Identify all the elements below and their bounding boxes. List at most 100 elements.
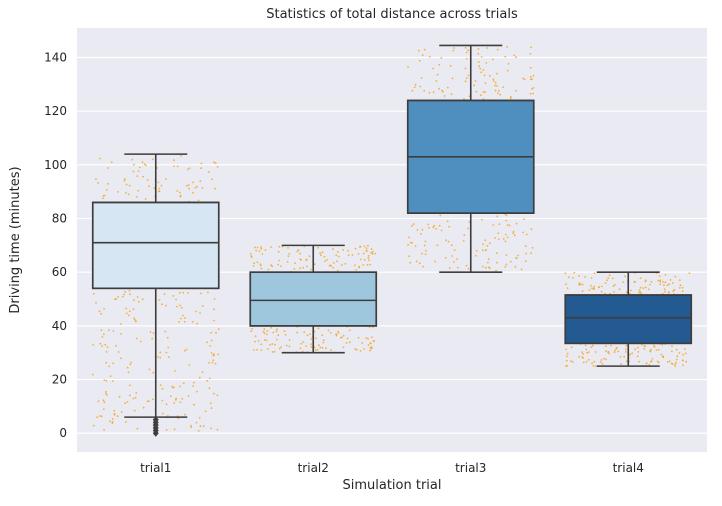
strip-point — [345, 342, 348, 344]
strip-point — [449, 64, 452, 67]
strip-point — [637, 351, 640, 353]
strip-point — [118, 395, 121, 398]
strip-point — [109, 420, 111, 423]
strip-point — [513, 234, 516, 237]
strip-point — [125, 191, 127, 194]
strip-point — [280, 346, 282, 348]
strip-point — [660, 353, 663, 356]
strip-point — [370, 336, 373, 339]
strip-point — [337, 330, 340, 333]
strip-point — [129, 384, 131, 387]
strip-point — [111, 380, 114, 382]
strip-point — [98, 310, 101, 313]
strip-point — [306, 334, 309, 337]
strip-point — [613, 283, 616, 286]
strip-point — [208, 387, 211, 390]
strip-point — [492, 224, 495, 226]
strip-point — [106, 346, 109, 349]
strip-point — [322, 339, 325, 341]
strip-point — [332, 262, 335, 264]
strip-point — [195, 421, 198, 424]
strip-point — [372, 326, 374, 329]
strip-point — [310, 343, 312, 346]
strip-point — [625, 291, 628, 294]
strip-point — [288, 252, 291, 255]
strip-point — [210, 331, 213, 334]
strip-point — [423, 89, 426, 92]
strip-point — [427, 223, 430, 226]
strip-point — [300, 342, 303, 345]
strip-point — [214, 162, 217, 164]
strip-point — [336, 260, 338, 263]
strip-point — [134, 396, 137, 399]
strip-point — [126, 366, 129, 369]
strip-point — [585, 348, 588, 351]
strip-point — [200, 292, 202, 295]
strip-point — [581, 351, 583, 354]
strip-point — [196, 322, 199, 325]
strip-point — [95, 178, 97, 181]
strip-point — [372, 250, 374, 253]
strip-point — [192, 191, 194, 194]
strip-point — [484, 82, 487, 85]
strip-point — [587, 351, 590, 353]
strip-point — [484, 91, 486, 93]
strip-point — [530, 252, 532, 255]
strip-point — [319, 346, 322, 349]
strip-point — [159, 356, 162, 359]
strip-point — [183, 349, 186, 352]
strip-point — [649, 283, 651, 286]
strip-point — [192, 385, 195, 387]
strip-point — [277, 263, 280, 266]
strip-point — [99, 415, 101, 417]
strip-point — [309, 333, 311, 335]
strip-point — [213, 353, 215, 355]
strip-point — [524, 260, 527, 263]
strip-point — [217, 353, 220, 356]
strip-point — [363, 348, 365, 350]
strip-point — [515, 257, 517, 259]
strip-point — [287, 255, 290, 258]
strip-point — [436, 73, 439, 76]
strip-point — [163, 293, 166, 295]
strip-point — [512, 232, 515, 235]
strip-point — [658, 275, 661, 277]
strip-point — [158, 299, 161, 301]
strip-point — [484, 239, 487, 242]
strip-point — [121, 295, 124, 298]
strip-point — [251, 327, 254, 330]
strip-point — [152, 371, 155, 374]
strip-point — [588, 289, 591, 291]
strip-point — [197, 199, 200, 202]
strip-point — [358, 265, 360, 268]
strip-point — [104, 392, 107, 395]
strip-point — [296, 250, 299, 253]
strip-point — [260, 349, 263, 351]
strip-point — [489, 242, 491, 245]
strip-point — [522, 77, 524, 80]
strip-point — [214, 362, 217, 365]
strip-point — [135, 196, 138, 198]
strip-point — [625, 360, 628, 363]
strip-point — [465, 264, 468, 267]
strip-point — [607, 350, 610, 353]
strip-point — [105, 189, 108, 191]
strip-point — [604, 345, 607, 347]
strip-point — [271, 265, 273, 268]
strip-point — [611, 277, 614, 280]
strip-point — [362, 252, 365, 255]
strip-point — [653, 344, 655, 347]
strip-point — [314, 349, 317, 351]
strip-point — [210, 427, 212, 430]
strip-point — [408, 236, 410, 239]
strip-point — [275, 330, 278, 333]
strip-point — [613, 291, 616, 293]
strip-point — [296, 331, 298, 334]
strip-point — [138, 301, 140, 303]
strip-point — [467, 227, 470, 230]
strip-point — [138, 166, 141, 169]
strip-point — [451, 255, 454, 257]
strip-point — [669, 279, 672, 281]
strip-point — [465, 57, 468, 60]
